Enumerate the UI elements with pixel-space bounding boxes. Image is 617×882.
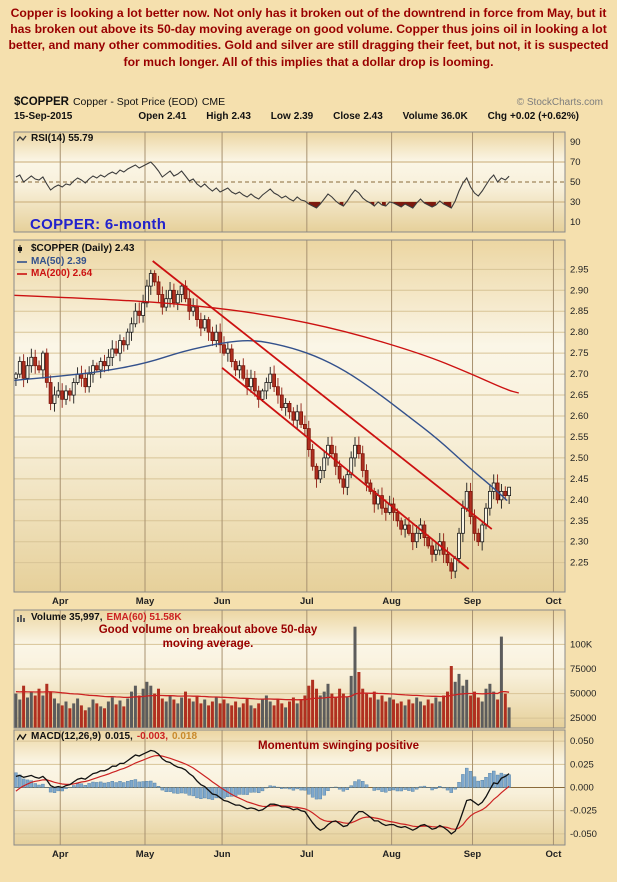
svg-text:2.55: 2.55 bbox=[570, 432, 589, 443]
svg-text:2.35: 2.35 bbox=[570, 516, 589, 527]
svg-text:90: 90 bbox=[570, 137, 581, 148]
chart-title: $COPPER Copper - Spot Price (EOD) CME bbox=[14, 96, 225, 108]
macd-value-1: 0.015, bbox=[105, 731, 133, 742]
svg-text:50000: 50000 bbox=[570, 689, 596, 700]
quote-open: Open 2.41 bbox=[138, 111, 187, 122]
chart-canvas: 2.95 2.90 2.85 2.80 2.75 2.70 2.65 2.60 2.55 2.50… bbox=[13, 131, 597, 860]
macd-annotation: Momentum swinging positive bbox=[258, 740, 420, 752]
svg-text:Oct: Oct bbox=[546, 849, 563, 860]
exchange-label: CME bbox=[201, 96, 226, 108]
svg-text:70: 70 bbox=[570, 157, 581, 168]
svg-text:2.30: 2.30 bbox=[570, 537, 589, 548]
svg-text:-0.050: -0.050 bbox=[570, 829, 597, 840]
quote-high: High 2.43 bbox=[206, 111, 251, 122]
price-legend: $COPPER (Daily) 2.43 bbox=[17, 243, 134, 254]
svg-text:2.40: 2.40 bbox=[570, 495, 589, 506]
ma50-legend: MA(50) 2.39 bbox=[17, 256, 87, 267]
svg-text:2.80: 2.80 bbox=[570, 327, 589, 338]
main-annotation: COPPER: 6-month bbox=[30, 216, 167, 233]
quote-change: Chg +0.02 (+0.62%) bbox=[487, 111, 579, 122]
candlestick-icon bbox=[18, 244, 22, 253]
volume-bars-icon bbox=[17, 614, 25, 622]
svg-text:May: May bbox=[136, 596, 155, 607]
svg-text:Sep: Sep bbox=[464, 849, 482, 860]
indicator-squiggle-icon bbox=[17, 135, 27, 141]
svg-text:0.025: 0.025 bbox=[570, 759, 594, 770]
rsi-legend-label: RSI(14) 55.79 bbox=[31, 133, 94, 144]
ticker-symbol: $COPPER bbox=[14, 96, 69, 108]
svg-text:2.50: 2.50 bbox=[570, 453, 589, 464]
ema-legend-label: EMA(60) 51.58K bbox=[106, 612, 182, 623]
svg-text:0.050: 0.050 bbox=[570, 736, 594, 747]
volume-legend-label: Volume 35,997, bbox=[31, 612, 103, 623]
svg-text:2.95: 2.95 bbox=[570, 264, 589, 275]
svg-text:100K: 100K bbox=[570, 639, 593, 650]
svg-text:25000: 25000 bbox=[570, 713, 596, 724]
ma200-line-icon bbox=[17, 272, 27, 275]
macd-value-2: -0.003, bbox=[136, 731, 168, 742]
copyright-notice: © StockCharts.com bbox=[516, 97, 603, 108]
chart-title-row: $COPPER Copper - Spot Price (EOD) CME © St… bbox=[14, 96, 603, 108]
svg-text:May: May bbox=[136, 849, 155, 860]
svg-text:Jun: Jun bbox=[214, 596, 231, 607]
quote-close: Close 2.43 bbox=[333, 111, 383, 122]
quote-fields: Open 2.41 High 2.43 Low 2.39 Close 2.43 Volu… bbox=[138, 111, 579, 122]
svg-text:30: 30 bbox=[570, 197, 581, 208]
svg-text:Apr: Apr bbox=[52, 596, 69, 607]
quote-row: 15-Sep-2015 Open 2.41 High 2.43 Low 2.39 Cl… bbox=[14, 111, 579, 122]
svg-text:2.45: 2.45 bbox=[570, 474, 589, 485]
ma200-legend: MA(200) 2.64 bbox=[17, 268, 92, 279]
rsi-legend: RSI(14) 55.79 bbox=[17, 133, 93, 144]
volume-legend: Volume 35,997, EMA(60) 51.58K bbox=[17, 612, 182, 623]
svg-text:50: 50 bbox=[570, 177, 581, 188]
svg-text:0.000: 0.000 bbox=[570, 783, 594, 794]
svg-text:75000: 75000 bbox=[570, 664, 596, 675]
svg-text:2.90: 2.90 bbox=[570, 285, 589, 296]
svg-text:2.60: 2.60 bbox=[570, 411, 589, 422]
macd-line-icon bbox=[17, 733, 27, 740]
svg-text:2.25: 2.25 bbox=[570, 558, 589, 569]
ma50-legend-label: MA(50) 2.39 bbox=[31, 256, 87, 267]
svg-text:Sep: Sep bbox=[464, 596, 482, 607]
ma50-line-icon bbox=[17, 260, 27, 263]
svg-text:2.70: 2.70 bbox=[570, 369, 589, 380]
svg-text:Oct: Oct bbox=[546, 596, 563, 607]
svg-text:10: 10 bbox=[570, 217, 581, 228]
svg-text:Aug: Aug bbox=[382, 596, 401, 607]
instrument-name: Copper - Spot Price (EOD) bbox=[72, 96, 198, 108]
macd-legend: MACD(12,26,9) 0.015, -0.003, 0.018 bbox=[17, 731, 197, 742]
svg-text:2.65: 2.65 bbox=[570, 390, 589, 401]
macd-legend-label: MACD(12,26,9) bbox=[31, 731, 102, 742]
svg-text:Jul: Jul bbox=[300, 596, 314, 607]
svg-text:Apr: Apr bbox=[52, 849, 69, 860]
macd-value-3: 0.018 bbox=[171, 731, 198, 742]
svg-text:2.85: 2.85 bbox=[570, 306, 589, 317]
quote-low: Low 2.39 bbox=[270, 111, 314, 122]
ma200-legend-label: MA(200) 2.64 bbox=[31, 268, 93, 279]
commentary-paragraph: Copper is looking a lot better now. Not … bbox=[8, 6, 609, 69]
svg-text:2.75: 2.75 bbox=[570, 348, 589, 359]
svg-text:Jun: Jun bbox=[214, 849, 231, 860]
svg-text:Aug: Aug bbox=[382, 849, 401, 860]
quote-date: 15-Sep-2015 bbox=[14, 111, 73, 122]
svg-text:Jul: Jul bbox=[300, 849, 314, 860]
volume-annotation: Good volume on breakout above 50-day mov… bbox=[98, 624, 318, 650]
svg-text:-0.025: -0.025 bbox=[570, 806, 597, 817]
price-legend-label: $COPPER (Daily) 2.43 bbox=[31, 243, 135, 254]
quote-volume: Volume 36.0K bbox=[402, 111, 468, 122]
